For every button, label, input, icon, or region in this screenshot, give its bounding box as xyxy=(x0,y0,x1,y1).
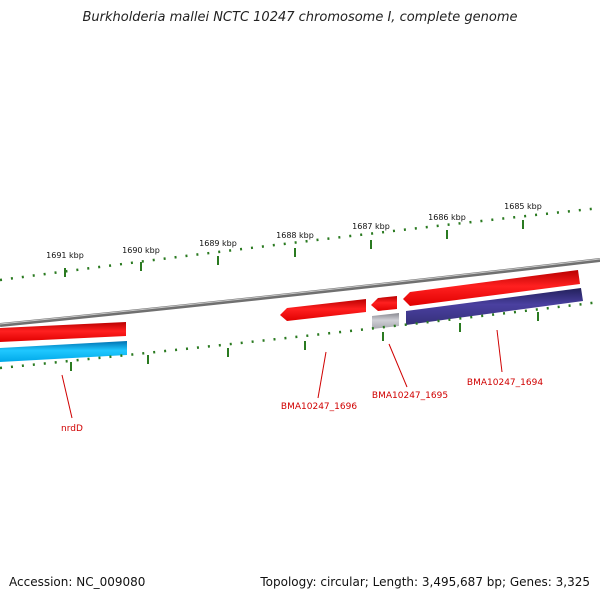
leader-lines xyxy=(61,329,503,419)
outer-ruler: 1691 kbp 1690 kbp 1689 kbp 1688 kbp 1687… xyxy=(0,202,600,282)
ruler-label-1689: 1689 kbp xyxy=(199,239,237,248)
gene-label-bma1696[interactable]: BMA10247_1696 xyxy=(281,402,357,412)
gene-nrdD-feature[interactable] xyxy=(0,322,126,342)
map-title: Burkholderia mallei NCTC 10247 chromosom… xyxy=(82,10,518,25)
accession-info: Accession: NC_009080 xyxy=(9,575,146,589)
gene-grey-feature[interactable] xyxy=(372,313,399,329)
gene-bma1694-feature[interactable] xyxy=(403,270,580,306)
gene-label-bma1694[interactable]: BMA10247_1694 xyxy=(467,378,543,388)
ruler-label-1687: 1687 kbp xyxy=(352,222,390,231)
leader-bma1695 xyxy=(388,343,408,388)
ruler-label-1691: 1691 kbp xyxy=(46,251,84,260)
gene-cyan-feature[interactable] xyxy=(0,341,127,362)
gene-bma1696-feature[interactable] xyxy=(280,299,366,321)
chromosome-backbone-highlight xyxy=(0,258,600,325)
leader-nrdD xyxy=(61,374,73,419)
gene-label-nrdD[interactable]: nrdD xyxy=(61,424,83,434)
chromosome-backbone xyxy=(0,258,600,327)
gene-navy-feature[interactable] xyxy=(406,288,583,325)
leader-bma1694 xyxy=(496,329,503,373)
gene-bma1695-feature[interactable] xyxy=(371,296,397,311)
ruler-label-1688: 1688 kbp xyxy=(276,231,314,240)
ruler-label-1690: 1690 kbp xyxy=(122,246,160,255)
genome-summary: Topology: circular; Length: 3,495,687 bp… xyxy=(260,575,590,589)
outer-ruler-major-ticks xyxy=(64,220,524,277)
gene-label-bma1695[interactable]: BMA10247_1695 xyxy=(372,391,448,401)
leader-bma1696 xyxy=(317,351,327,399)
inner-ruler-major-ticks xyxy=(70,312,539,371)
ruler-label-1686: 1686 kbp xyxy=(428,213,466,222)
ruler-label-1685: 1685 kbp xyxy=(504,202,542,211)
